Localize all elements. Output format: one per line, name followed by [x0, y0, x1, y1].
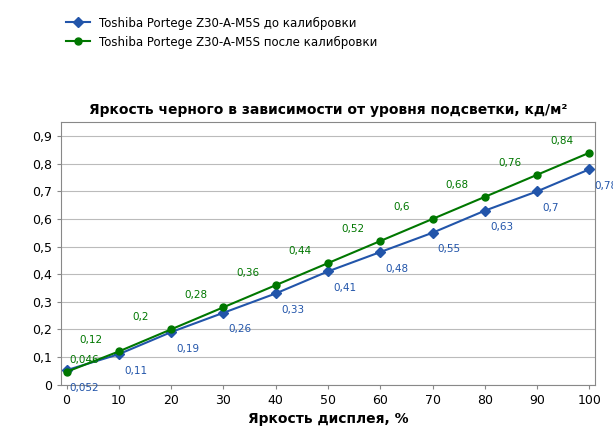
X-axis label: Яркость дисплея, %: Яркость дисплея, %: [248, 412, 408, 426]
Toshiba Portege Z30-A-M5S до калибровки: [533, 189, 541, 194]
Toshiba Portege Z30-A-M5S после калибровки: [376, 239, 384, 244]
Line: Toshiba Portege Z30-A-M5S до калибровки: Toshiba Portege Z30-A-M5S до калибровки: [63, 166, 593, 374]
Toshiba Portege Z30-A-M5S после калибровки: [219, 305, 227, 310]
Text: 0,19: 0,19: [177, 344, 199, 354]
Text: 0,48: 0,48: [386, 264, 409, 274]
Toshiba Portege Z30-A-M5S после калибровки: [324, 260, 332, 266]
Toshiba Portege Z30-A-M5S после калибровки: [429, 216, 436, 222]
Toshiba Portege Z30-A-M5S до калибровки: [481, 208, 489, 213]
Toshiba Portege Z30-A-M5S до калибровки: [272, 291, 280, 296]
Text: 0,11: 0,11: [124, 366, 147, 376]
Text: 0,44: 0,44: [289, 246, 312, 256]
Text: 0,7: 0,7: [543, 203, 559, 213]
Toshiba Portege Z30-A-M5S до калибровки: [63, 368, 70, 373]
Text: 0,76: 0,76: [498, 158, 521, 168]
Toshiba Portege Z30-A-M5S до калибровки: [324, 269, 332, 274]
Toshiba Portege Z30-A-M5S до калибровки: [115, 352, 123, 357]
Toshiba Portege Z30-A-M5S после калибровки: [272, 283, 280, 288]
Toshiba Portege Z30-A-M5S после калибровки: [585, 150, 593, 155]
Text: 0,68: 0,68: [446, 180, 469, 190]
Toshiba Portege Z30-A-M5S после калибровки: [63, 369, 70, 375]
Toshiba Portege Z30-A-M5S до калибровки: [376, 250, 384, 255]
Toshiba Portege Z30-A-M5S до калибровки: [585, 166, 593, 172]
Text: 0,55: 0,55: [438, 244, 461, 254]
Toshiba Portege Z30-A-M5S после калибровки: [115, 349, 123, 354]
Legend: Toshiba Portege Z30-A-M5S до калибровки, Toshiba Portege Z30-A-M5S после калибро: Toshiba Portege Z30-A-M5S до калибровки,…: [61, 12, 382, 54]
Text: 0,12: 0,12: [80, 335, 103, 344]
Toshiba Portege Z30-A-M5S после калибровки: [533, 172, 541, 177]
Text: 0,84: 0,84: [550, 136, 573, 146]
Text: 0,6: 0,6: [394, 202, 410, 212]
Text: 0,78: 0,78: [595, 181, 613, 191]
Text: 0,28: 0,28: [184, 290, 207, 300]
Toshiba Portege Z30-A-M5S после калибровки: [167, 327, 175, 332]
Line: Toshiba Portege Z30-A-M5S после калибровки: Toshiba Portege Z30-A-M5S после калибров…: [63, 149, 593, 375]
Text: 0,33: 0,33: [281, 305, 304, 315]
Title: Яркость черного в зависимости от уровня подсветки, кд/м²: Яркость черного в зависимости от уровня …: [89, 103, 567, 117]
Text: 0,36: 0,36: [237, 268, 259, 278]
Toshiba Portege Z30-A-M5S до калибровки: [167, 329, 175, 335]
Text: 0,52: 0,52: [341, 224, 364, 234]
Toshiba Portege Z30-A-M5S до калибровки: [219, 310, 227, 316]
Text: 0,2: 0,2: [132, 312, 148, 323]
Toshiba Portege Z30-A-M5S до калибровки: [429, 230, 436, 236]
Text: 0,63: 0,63: [490, 222, 513, 232]
Text: 0,052: 0,052: [69, 383, 99, 392]
Text: 0,26: 0,26: [229, 324, 252, 334]
Text: 0,41: 0,41: [333, 283, 356, 293]
Toshiba Portege Z30-A-M5S после калибровки: [481, 194, 489, 200]
Text: 0,046: 0,046: [69, 355, 99, 365]
